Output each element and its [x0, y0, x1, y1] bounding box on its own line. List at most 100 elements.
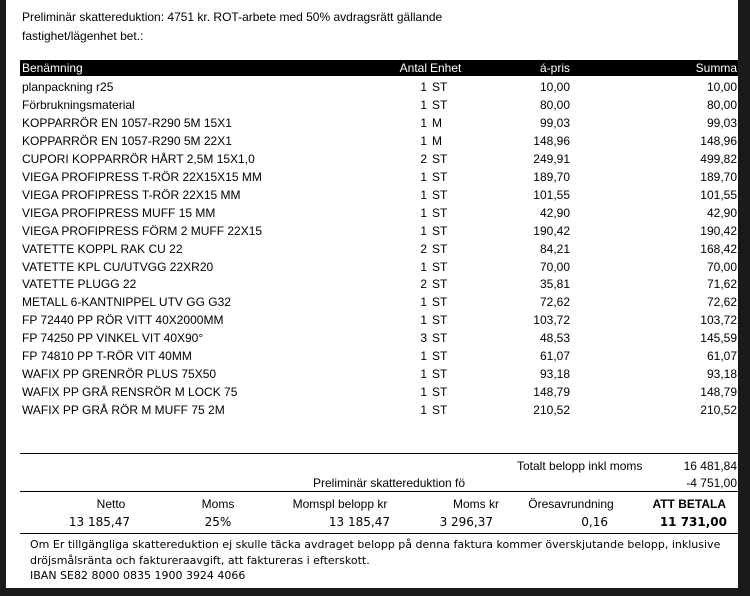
table-cell: 1 — [420, 205, 427, 220]
table-cell: 499,82 — [700, 151, 737, 166]
table-cell: 1 — [420, 169, 427, 184]
summary-label: Öresavrundning — [528, 497, 614, 511]
table-cell: 1 — [420, 313, 427, 328]
table-cell: 145,59 — [700, 331, 737, 346]
table-cell: planpackning r25 — [22, 80, 114, 94]
divider — [20, 491, 738, 492]
table-cell: 1 — [420, 295, 427, 310]
table-cell: VIEGA PROFIPRESS T-RÖR 22X15X15 MM — [22, 169, 262, 184]
table-cell: ST — [432, 259, 448, 274]
table-cell: FP 74250 PP VINKEL VIT 40X90° — [22, 331, 204, 346]
table-cell: FP 74810 PP T-RÖR VIT 40MM — [22, 349, 192, 364]
table-cell: 70,00 — [706, 259, 737, 274]
table-cell: 1 — [420, 133, 427, 148]
table-cell: 61,07 — [706, 349, 737, 364]
summary-value: 0,16 — [581, 515, 608, 529]
table-cell: 1 — [420, 349, 427, 364]
table-cell: VIEGA PROFIPRESS FÖRM 2 MUFF 22X15 — [22, 223, 263, 238]
table-cell: 189,70 — [533, 169, 570, 184]
table-cell: ST — [432, 151, 448, 166]
table-cell: 2 — [420, 277, 427, 292]
table-cell: 72,62 — [706, 295, 737, 310]
table-cell: WAFIX PP GRÅ RÖR M MUFF 75 2M — [22, 403, 225, 418]
table-cell: 189,70 — [700, 169, 737, 184]
table-cell: 249,91 — [533, 151, 570, 166]
table-cell: ST — [432, 331, 448, 346]
summary-label: ATT BETALA — [652, 497, 726, 511]
table-cell: M — [432, 133, 442, 148]
table-cell: 1 — [420, 385, 427, 400]
table-cell: 10,00 — [539, 80, 570, 94]
table-cell: VIEGA PROFIPRESS MUFF 15 MM — [22, 205, 216, 220]
table-cell: Förbrukningsmaterial — [22, 97, 135, 112]
total-label: Totalt belopp inkl moms — [517, 459, 643, 473]
summary-value: 25% — [204, 515, 232, 529]
summary-label: Moms — [201, 497, 235, 511]
table-cell: ST — [432, 187, 448, 202]
table-cell: 84,21 — [539, 241, 570, 256]
table-cell: ST — [432, 385, 448, 400]
table-cell: WAFIX PP GRENRÖR PLUS 75X50 — [22, 367, 217, 382]
footer-text: dröjsmålsränta och faktureraavgift, att … — [30, 554, 370, 567]
column-header: Summa — [695, 61, 737, 75]
column-header: Antal — [399, 61, 427, 75]
table-cell: CUPORI KOPPARRÖR HÅRT 2,5M 15X1,0 — [22, 151, 255, 166]
table-cell: ST — [432, 367, 448, 382]
divider — [20, 533, 738, 534]
table-cell: ST — [432, 97, 448, 112]
total-value: 16 481,84 — [683, 459, 737, 473]
table-cell: 48,53 — [539, 331, 570, 346]
table-cell: ST — [432, 205, 448, 220]
table-cell: 80,00 — [706, 97, 737, 112]
table-cell: VATETTE PLUGG 22 — [22, 277, 137, 292]
column-header: Benämning — [22, 61, 83, 75]
table-cell: ST — [432, 295, 448, 310]
table-cell: ST — [432, 349, 448, 364]
table-cell: ST — [432, 80, 448, 94]
table-cell: VIEGA PROFIPRESS T-RÖR 22X15 MM — [22, 187, 241, 202]
table-cell: 103,72 — [700, 313, 737, 328]
table-cell: 148,96 — [700, 133, 737, 148]
summary-label: Netto — [96, 497, 126, 511]
table-cell: 99,03 — [706, 115, 737, 130]
table-cell: 1 — [420, 259, 427, 274]
table-cell: 190,42 — [700, 223, 737, 238]
table-cell: 101,55 — [533, 187, 570, 202]
table-cell: 42,90 — [706, 205, 737, 220]
table-cell: 99,03 — [539, 115, 570, 130]
table-cell: 2 — [420, 151, 427, 166]
footer-text: IBAN SE82 8000 0835 1900 3924 4066 — [30, 569, 246, 582]
table-cell: KOPPARRÖR EN 1057-R290 5M 22X1 — [22, 133, 232, 148]
column-header: á-pris — [539, 61, 570, 75]
table-cell: 1 — [420, 115, 427, 130]
table-cell: 93,18 — [706, 367, 737, 382]
table-cell: 1 — [420, 367, 427, 382]
header-text: fastighet/lägenhet bet.: — [22, 29, 144, 43]
header-text: Preliminär skattereduktion: 4751 kr. ROT… — [22, 10, 443, 24]
table-cell: KOPPARRÖR EN 1057-R290 5M 15X1 — [22, 115, 232, 130]
table-cell: 210,52 — [533, 403, 570, 418]
footer-text: Om Er tillgängliga skattereduktion ej sk… — [30, 538, 721, 551]
table-cell: M — [432, 115, 442, 130]
summary-value: 11 731,00 — [659, 515, 727, 529]
table-cell: 1 — [420, 187, 427, 202]
table-cell: 1 — [420, 97, 427, 112]
table-cell: 1 — [420, 403, 427, 418]
table-cell: 103,72 — [533, 313, 570, 328]
reduction-label: Preliminär skattereduktion fö — [313, 476, 466, 490]
table-cell: 80,00 — [539, 97, 570, 112]
summary-label: Momspl belopp kr — [292, 497, 388, 511]
column-header: Enhet — [430, 61, 462, 75]
table-cell: 1 — [420, 80, 427, 94]
table-cell: 101,55 — [700, 187, 737, 202]
table-cell: 2 — [420, 241, 427, 256]
table-cell: METALL 6-KANTNIPPEL UTV GG G32 — [22, 295, 231, 310]
table-cell: 148,79 — [533, 385, 570, 400]
table-cell: WAFIX PP GRÅ RENSRÖR M LOCK 75 — [22, 385, 238, 400]
summary-value: 13 185,47 — [328, 515, 390, 529]
table-cell: ST — [432, 169, 448, 184]
table-cell: ST — [432, 313, 448, 328]
table-cell: 1 — [420, 223, 427, 238]
table-header — [20, 60, 738, 76]
table-cell: 190,42 — [533, 223, 570, 238]
